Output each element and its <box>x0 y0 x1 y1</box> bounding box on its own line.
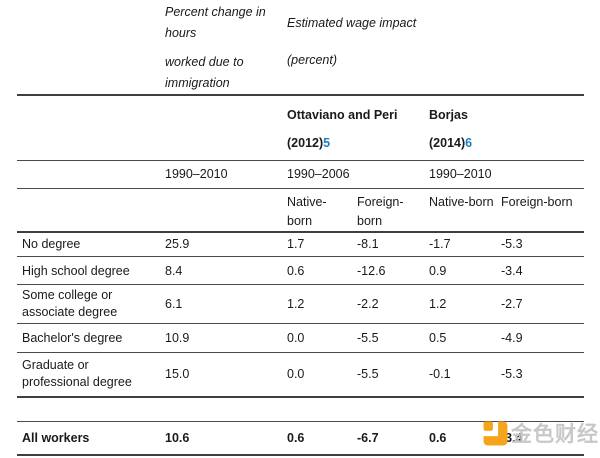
table-row-some-college: Some college or associate degree 6.1 1.2… <box>17 284 585 324</box>
cell-borjas-foreign: -3.4 <box>497 421 585 456</box>
source-ottaviano-peri: Ottaviano and Peri (2012)5 <box>283 95 425 161</box>
cell-op-native: 0.6 <box>283 421 353 456</box>
subheader-row: Native-born Foreign-born Native-born For… <box>17 188 585 233</box>
cell-borjas-foreign: -4.9 <box>497 323 585 353</box>
source-year: (2014) <box>429 136 466 150</box>
cell-op-foreign: -12.6 <box>353 256 425 285</box>
source-borjas: Borjas (2014)6 <box>425 95 585 161</box>
sources-row: Ottaviano and Peri (2012)5 Borjas (2014)… <box>17 95 585 161</box>
subheader-borjas-native: Native-born <box>425 188 497 233</box>
cell-op-native: 0.0 <box>283 323 353 353</box>
cell-op-native: 0.0 <box>283 352 353 398</box>
watermark: 金色财经 <box>483 418 599 448</box>
cell-hours-change: 8.4 <box>158 256 283 285</box>
subheader-op-foreign: Foreign-born <box>353 188 425 233</box>
cell-borjas-foreign: -5.3 <box>497 352 585 398</box>
hours-header-line2: worked due to immigration <box>165 55 244 90</box>
cell-hours-change: 15.0 <box>158 352 283 398</box>
jinse-finance-logo-icon <box>483 421 508 446</box>
empty-cell <box>17 0 158 96</box>
wage-impact-header: Estimated wage impact (percent) <box>283 0 585 96</box>
table-row-graduate: Graduate or professional degree 15.0 0.0… <box>17 352 585 398</box>
period-ottaviano-peri: 1990–2006 <box>283 160 425 189</box>
cell-op-foreign: -8.1 <box>353 231 425 257</box>
subheader-op-native: Native-born <box>283 188 353 233</box>
subheader-borjas-foreign: Foreign-born <box>497 188 585 233</box>
footnote-link-6[interactable]: 6 <box>465 136 473 150</box>
cell-borjas-foreign: -2.7 <box>497 284 585 324</box>
source-name: Ottaviano and Peri <box>287 108 398 122</box>
periods-row: 1990–2010 1990–2006 1990–2010 <box>17 160 585 189</box>
source-name: Borjas <box>429 108 468 122</box>
hours-header-line1: Percent change in hours <box>165 5 266 40</box>
cell-op-native: 0.6 <box>283 256 353 285</box>
hours-change-header: Percent change in hours worked due to im… <box>158 0 283 96</box>
cell-hours-change: 6.1 <box>158 284 283 324</box>
footnote-link-5[interactable]: 5 <box>323 136 331 150</box>
cell-op-native: 1.7 <box>283 231 353 257</box>
cell-op-foreign: -6.7 <box>353 421 425 456</box>
cell-borjas-native: -1.7 <box>425 231 497 257</box>
row-label: All workers <box>17 421 158 456</box>
cell-op-foreign: -5.5 <box>353 323 425 353</box>
cell-op-native: 1.2 <box>283 284 353 324</box>
empty-cell <box>158 95 283 161</box>
table-row-high-school: High school degree 8.4 0.6 -12.6 0.9 -3.… <box>17 256 585 285</box>
cell-borjas-native: 0.9 <box>425 256 497 285</box>
empty-cell <box>158 188 283 233</box>
cell-borjas-native: 0.5 <box>425 323 497 353</box>
row-label: Some college or associate degree <box>17 284 158 324</box>
table-header-row: Percent change in hours worked due to im… <box>17 0 585 96</box>
immigration-wage-impact-table: Percent change in hours worked due to im… <box>17 0 585 456</box>
period-hours: 1990–2010 <box>158 160 283 189</box>
cell-borjas-native: 1.2 <box>425 284 497 324</box>
cell-hours-change: 25.9 <box>158 231 283 257</box>
cell-borjas-native: -0.1 <box>425 352 497 398</box>
cell-op-foreign: -2.2 <box>353 284 425 324</box>
row-label: Bachelor's degree <box>17 323 158 353</box>
cell-op-foreign: -5.5 <box>353 352 425 398</box>
table-row-bachelors: Bachelor's degree 10.9 0.0 -5.5 0.5 -4.9 <box>17 323 585 353</box>
empty-cell <box>17 188 158 233</box>
cell-hours-change: 10.9 <box>158 323 283 353</box>
watermark-text: 金色财经 <box>511 423 599 446</box>
wage-header-line1: Estimated wage impact <box>287 16 417 30</box>
cell-hours-change: 10.6 <box>158 421 283 456</box>
empty-cell <box>17 95 158 161</box>
period-borjas: 1990–2010 <box>425 160 585 189</box>
source-year: (2012) <box>287 136 324 150</box>
cell-borjas-foreign: -5.3 <box>497 231 585 257</box>
row-label: High school degree <box>17 256 158 285</box>
wage-header-line2: (percent) <box>287 53 338 67</box>
cell-borjas-foreign: -3.4 <box>497 256 585 285</box>
table-row-no-degree: No degree 25.9 1.7 -8.1 -1.7 -5.3 <box>17 231 585 257</box>
empty-cell <box>17 160 158 189</box>
row-label: Graduate or professional degree <box>17 352 158 398</box>
row-label: No degree <box>17 231 158 257</box>
